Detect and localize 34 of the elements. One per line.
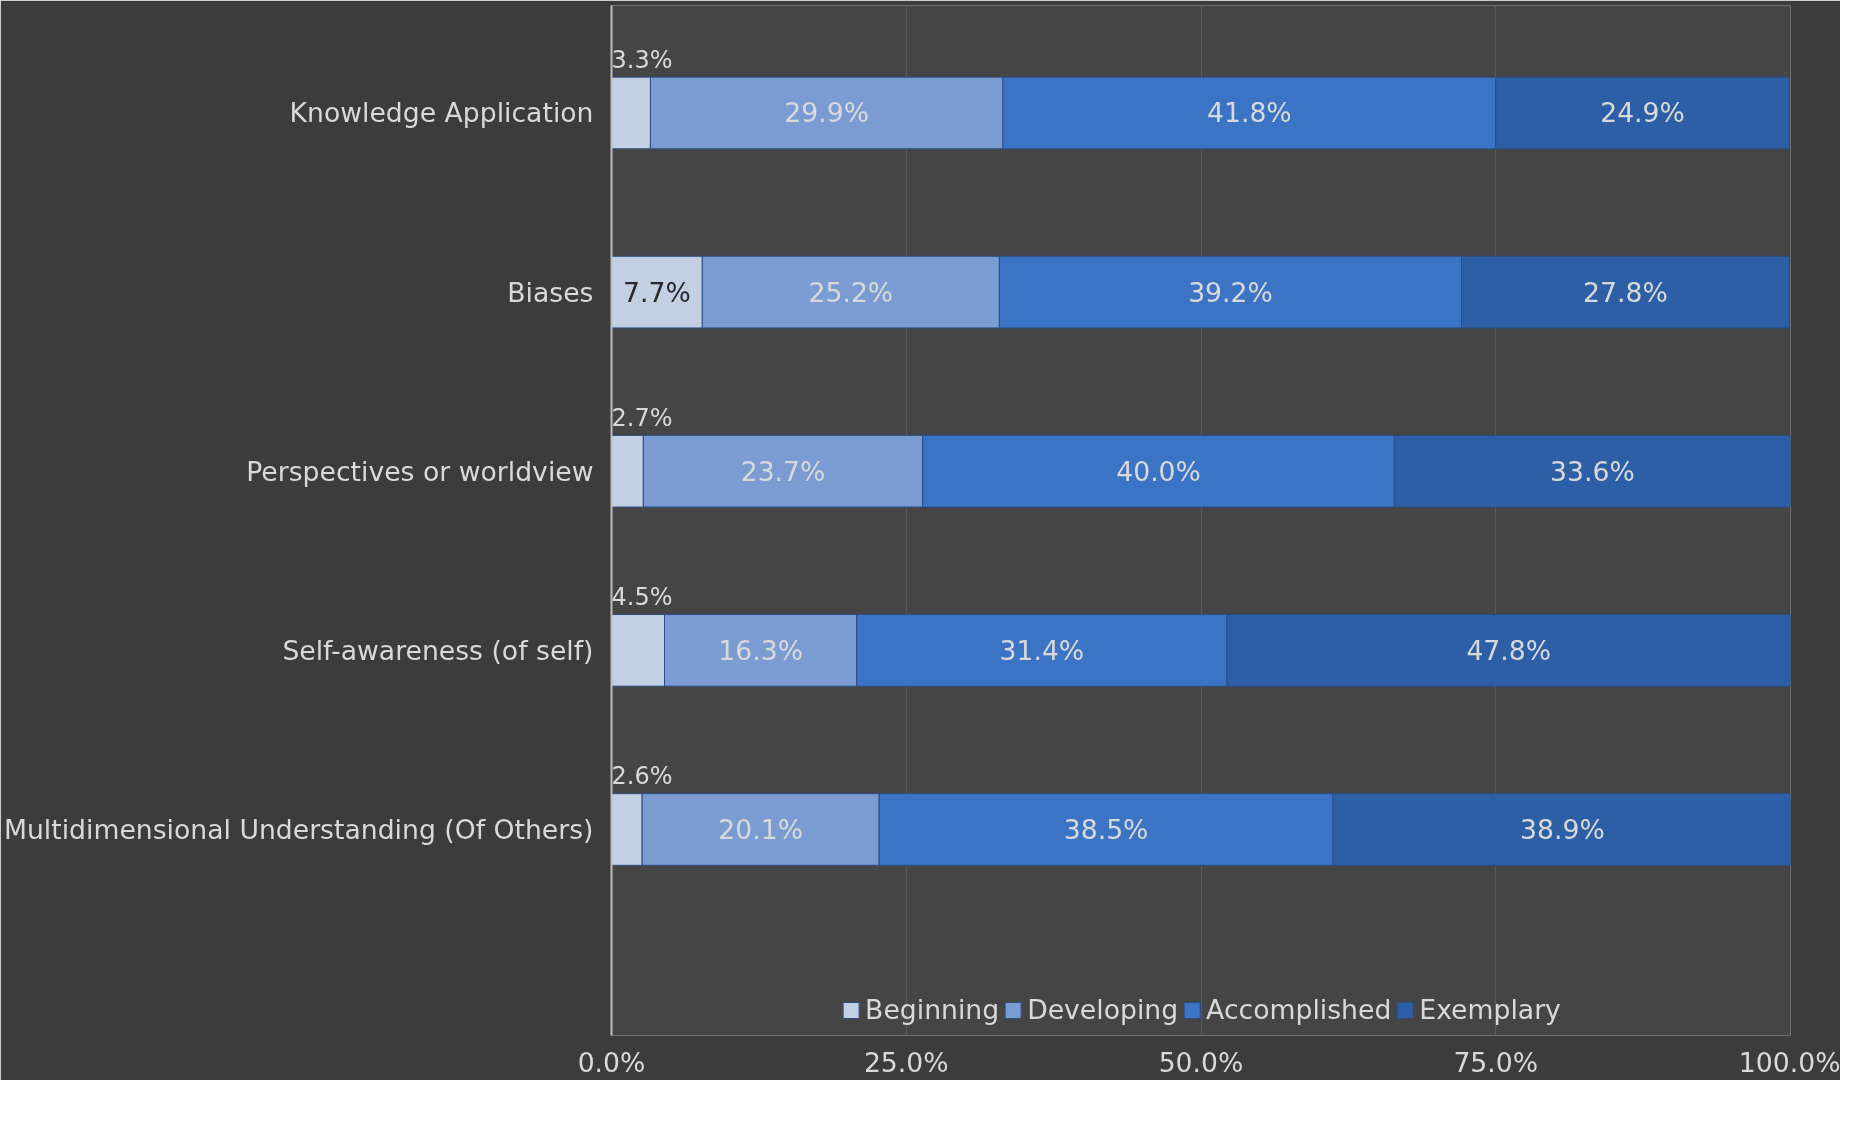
x-tick-label: 0.0%	[577, 1046, 646, 1078]
data-label: 40.0%	[1116, 455, 1201, 487]
data-label: 16.3%	[718, 634, 803, 666]
data-label: 39.2%	[1188, 276, 1273, 308]
data-label: 31.4%	[999, 634, 1085, 666]
data-label: 25.2%	[808, 276, 894, 308]
data-label: 38.9%	[1520, 814, 1605, 845]
data-label: 20.1%	[718, 814, 803, 845]
legend-label: Accomplished	[1206, 994, 1392, 1025]
y-tick-label: Knowledge Application	[289, 97, 594, 129]
x-tick-label: 100.0%	[1738, 1046, 1841, 1078]
data-label: 7.7%	[623, 276, 691, 308]
data-label: 3.3%	[611, 45, 673, 74]
y-tick-label: Perspectives or worldview	[246, 455, 594, 487]
legend-label: Exemplary	[1419, 994, 1561, 1025]
data-label: 33.6%	[1550, 455, 1635, 487]
data-label: 4.5%	[611, 582, 673, 611]
y-tick-label: Self-awareness (of self)	[282, 634, 594, 666]
x-tick-label: 25.0%	[863, 1046, 949, 1078]
data-label: 47.8%	[1466, 634, 1552, 666]
y-tick-label: Multidimensional Understanding (Of Others)	[3, 814, 594, 845]
data-label: 2.7%	[611, 403, 673, 432]
y-tick-label: Biases	[507, 276, 594, 308]
legend-label: Developing	[1027, 994, 1179, 1025]
x-tick-label: 50.0%	[1158, 1046, 1244, 1078]
data-label: 24.9%	[1600, 97, 1685, 129]
data-label: 27.8%	[1583, 276, 1668, 308]
data-label: 29.9%	[784, 97, 870, 129]
data-label: 41.8%	[1207, 97, 1292, 129]
x-tick-label: 75.0%	[1453, 1046, 1539, 1078]
legend-label: Beginning	[865, 994, 1000, 1025]
data-label: 23.7%	[740, 455, 826, 487]
data-label: 2.6%	[611, 762, 673, 791]
data-label: 38.5%	[1063, 814, 1149, 845]
